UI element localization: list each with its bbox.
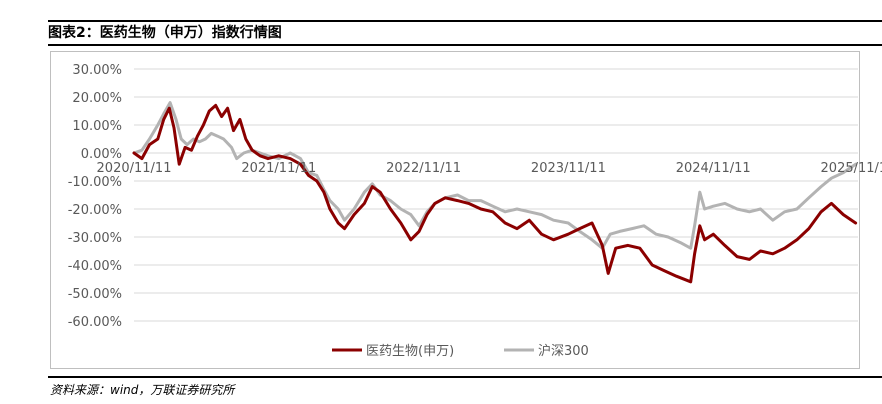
- x-tick-label: 2020/11/11: [97, 161, 172, 176]
- y-tick-label: -40.00%: [68, 259, 122, 274]
- y-tick-label: 20.00%: [72, 91, 122, 106]
- bottom-rule: [48, 376, 882, 378]
- y-tick-label: 0.00%: [81, 147, 122, 162]
- y-axis-ticks: 30.00% 20.00% 10.00% 0.00% -10.00% -20.00% -30…: [68, 63, 122, 330]
- figure-title: 图表2：医药生物（申万）指数行情图: [48, 25, 282, 41]
- y-tick-label: -50.00%: [68, 287, 122, 302]
- y-tick-label: 30.00%: [72, 63, 122, 78]
- title-rule: [48, 44, 882, 46]
- y-tick-label: -30.00%: [68, 231, 122, 246]
- top-rule: [48, 20, 882, 22]
- x-axis-ticks: 2020/11/11 2021/11/11 2022/11/11 2023/11/11…: [97, 161, 882, 176]
- legend: 医药生物(申万) 沪深300: [332, 343, 589, 359]
- x-tick-label: 2025/11/11: [821, 161, 882, 176]
- x-tick-label: 2023/11/11: [531, 161, 606, 176]
- x-tick-label: 2024/11/11: [676, 161, 751, 176]
- y-tick-label: -10.00%: [68, 175, 122, 190]
- y-tick-label: 10.00%: [72, 119, 122, 134]
- gridlines: [134, 68, 858, 322]
- chart-frame: [50, 51, 860, 369]
- x-tick-label: 2021/11/11: [241, 161, 316, 176]
- legend-label: 医药生物(申万): [366, 344, 454, 359]
- y-tick-label: -60.00%: [68, 315, 122, 330]
- series-line-pharma: [132, 103, 858, 284]
- series-lines: [132, 101, 858, 284]
- x-tick-label: 2022/11/11: [386, 161, 461, 176]
- source-note: 资料来源：wind，万联证券研究所: [50, 383, 235, 397]
- legend-label: 沪深300: [538, 343, 589, 359]
- y-tick-label: -20.00%: [68, 203, 122, 218]
